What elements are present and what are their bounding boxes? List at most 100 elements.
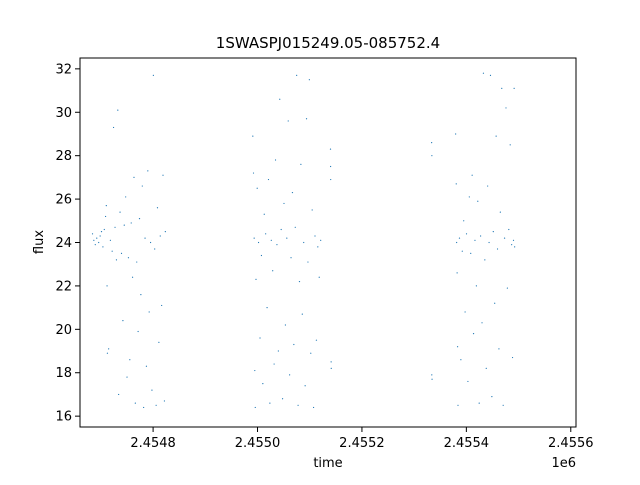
data-point [104, 215, 107, 218]
data-point [129, 359, 131, 361]
y-axis: 16 18 20 22 24 26 28 30 32 [55, 62, 80, 425]
data-point [270, 239, 272, 241]
data-point [254, 369, 256, 372]
data-point [94, 244, 96, 246]
data-point [277, 350, 279, 352]
data-point [122, 320, 124, 322]
data-point [455, 133, 457, 135]
data-point [287, 120, 289, 122]
data-point [511, 244, 513, 246]
data-point [296, 74, 298, 76]
data-point [125, 196, 127, 198]
data-point [307, 261, 309, 263]
data-point [147, 170, 149, 172]
y-tick-label: 28 [55, 149, 72, 164]
data-point [464, 311, 466, 313]
data-point [267, 178, 270, 181]
data-point [468, 196, 470, 198]
data-point [318, 276, 320, 278]
data-point [274, 159, 277, 161]
data-point [317, 246, 319, 248]
x-tick-label: 2.4548 [130, 436, 176, 451]
data-point [148, 311, 150, 313]
data-point [470, 252, 472, 254]
data-point [102, 246, 104, 248]
data-point [495, 135, 497, 137]
data-point [329, 148, 332, 150]
data-point [266, 307, 268, 309]
data-point [154, 248, 156, 250]
data-point [311, 209, 313, 211]
y-tick-label: 32 [55, 62, 72, 77]
data-point [496, 248, 499, 250]
data-point [118, 393, 120, 396]
data-point [297, 404, 299, 406]
y-tick-label: 22 [55, 279, 72, 294]
data-point [103, 228, 105, 231]
data-point [461, 250, 463, 252]
data-point [511, 356, 514, 359]
data-point [144, 237, 146, 239]
x-tick-label: 2.4554 [444, 436, 490, 451]
data-point [252, 172, 255, 174]
x-tick-label: 2.4550 [235, 436, 281, 451]
data-point [276, 244, 278, 246]
data-point [315, 339, 318, 341]
data-point [141, 185, 143, 187]
data-point [431, 374, 433, 376]
data-point [136, 261, 138, 263]
data-point [293, 343, 295, 346]
data-point [458, 237, 461, 239]
data-point [280, 228, 282, 231]
data-point [489, 74, 492, 76]
data-point [498, 348, 500, 350]
data-point [499, 211, 501, 213]
y-axis-label: flux [32, 230, 47, 254]
data-point [467, 380, 469, 383]
data-point [283, 202, 285, 205]
data-point [477, 200, 479, 202]
data-point [494, 302, 496, 304]
data-point [252, 135, 254, 137]
y-tick-label: 26 [55, 193, 72, 208]
data-point [111, 250, 113, 252]
data-point [509, 144, 511, 146]
data-point [488, 241, 490, 244]
data-point [491, 396, 493, 398]
data-point [161, 304, 163, 307]
data-point [508, 228, 510, 231]
data-point [256, 187, 258, 189]
data-point [269, 402, 271, 404]
data-point [149, 241, 152, 244]
data-point [106, 285, 108, 287]
data-point [130, 222, 132, 224]
data-point [506, 287, 508, 289]
data-point [431, 378, 433, 380]
data-point [114, 226, 116, 228]
data-point [505, 107, 507, 109]
data-point [465, 233, 468, 235]
data-point [96, 237, 98, 239]
data-point [300, 163, 302, 165]
data-point [456, 272, 458, 274]
data-point [294, 226, 296, 228]
data-point [514, 246, 516, 248]
data-point [304, 385, 306, 387]
data-point [93, 239, 95, 241]
data-point [108, 348, 110, 350]
data-point [112, 126, 115, 129]
data-point [485, 367, 487, 369]
y-tick-label: 18 [55, 366, 72, 381]
data-point [272, 270, 274, 272]
x-axis-offset-label: 1e6 [551, 456, 576, 471]
data-point [115, 259, 118, 261]
data-point [99, 235, 101, 237]
data-point [162, 174, 164, 176]
data-point [463, 220, 465, 222]
data-point [455, 183, 457, 185]
data-point [127, 257, 130, 259]
data-point [253, 237, 255, 239]
data-point [330, 178, 332, 181]
x-tick-label: 2.4556 [548, 436, 594, 451]
